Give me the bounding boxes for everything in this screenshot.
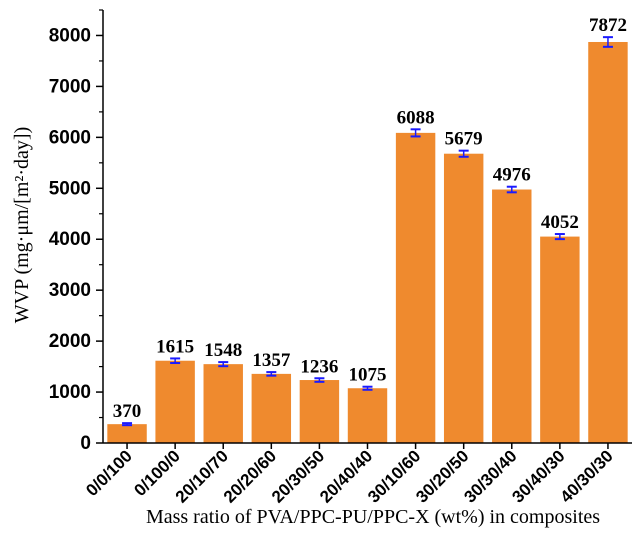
y-tick-label: 1000 (49, 382, 91, 403)
data-labels-group: 370 1615 1548 1357 1236 1075 6088 5679 4976 4052 7… (113, 15, 627, 422)
y-tick-label: 2000 (49, 331, 91, 352)
data-label: 5679 (445, 129, 483, 150)
bar-30-40-30 (540, 236, 580, 443)
bar-20-40-40 (347, 388, 388, 443)
x-axis-label: Mass ratio of PVA/PPC-PU/PPC-X (wt%) in … (146, 506, 600, 528)
y-tick-label: 4000 (49, 229, 91, 250)
data-label: 6088 (397, 107, 435, 128)
bar-30-10-60 (395, 132, 436, 443)
bar-40-30-30 (588, 41, 628, 443)
data-label: 4052 (541, 212, 579, 233)
data-label: 370 (113, 401, 142, 422)
data-label: 1075 (349, 365, 387, 386)
x-tick-label: 0/0/100 (82, 446, 136, 500)
bar-20-30-50 (299, 380, 340, 443)
y-tick-label: 7000 (49, 76, 91, 97)
data-label: 1357 (252, 350, 291, 371)
error-bars-group (122, 36, 613, 427)
data-label: 1236 (300, 356, 338, 377)
bar-0-0-100 (107, 424, 147, 443)
y-axis-label: WVP (mg·μm/[m²·day]) (11, 127, 33, 323)
bar-0-100-0 (155, 360, 195, 443)
bar-30-30-40 (492, 189, 532, 443)
data-label: 1615 (156, 336, 194, 357)
bar-30-20-50 (443, 153, 484, 443)
y-tick-label: 5000 (49, 178, 91, 199)
data-label: 4976 (493, 165, 531, 186)
data-label: 1548 (204, 340, 242, 361)
bar-20-20-60 (251, 373, 292, 443)
y-tick-label: 6000 (49, 127, 91, 148)
y-tick-label: 0 (80, 433, 91, 454)
bars-group (107, 41, 628, 443)
y-tick-label: 8000 (49, 25, 91, 46)
data-label: 7872 (589, 15, 627, 36)
y-tick-label: 3000 (49, 280, 91, 301)
x-tick-label: 40/30/30 (557, 446, 617, 506)
bar-20-10-70 (203, 364, 243, 443)
